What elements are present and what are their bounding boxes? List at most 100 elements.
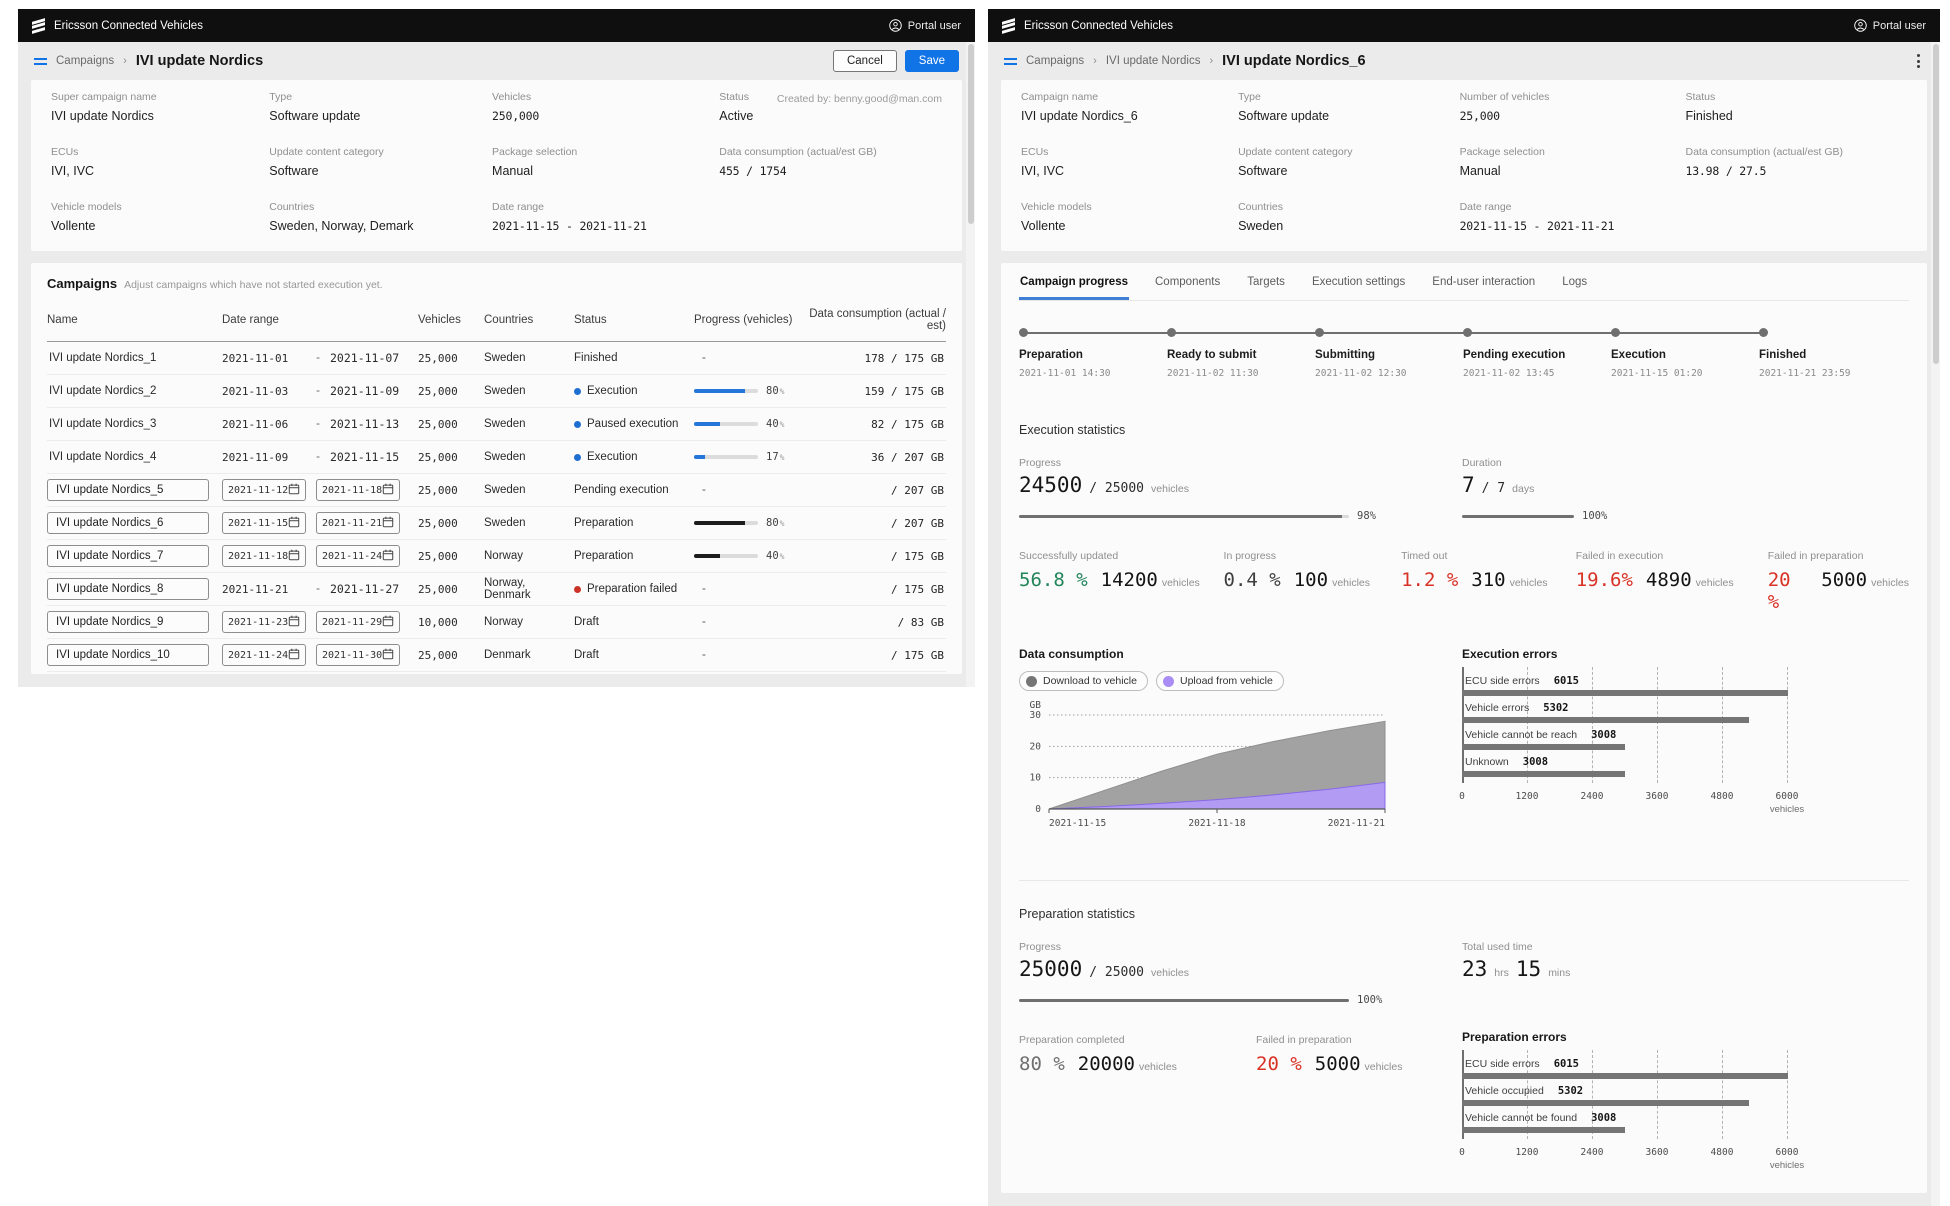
date-start-label: 2021-11-03 <box>222 385 306 398</box>
legend-toggle-upload-from-vehicle[interactable]: Upload from vehicle <box>1156 671 1284 691</box>
stat-tile-unit: vehicles <box>1510 577 1548 589</box>
campaigns-table-title: Campaigns <box>47 276 117 291</box>
date-end-input[interactable] <box>322 617 382 628</box>
error-value-label: 6015 <box>1554 675 1579 687</box>
campaign-name-input[interactable] <box>47 545 209 567</box>
stepper-step-time: 2021-11-02 13:45 <box>1463 368 1555 379</box>
left-scrollbar-thumb[interactable] <box>968 44 974 224</box>
progress-empty: - <box>694 484 706 496</box>
calendar-icon[interactable] <box>382 615 394 627</box>
calendar-icon[interactable] <box>288 549 300 561</box>
breadcrumb-super-campaign-link[interactable]: IVI update Nordics <box>1106 55 1201 67</box>
calendar-icon[interactable] <box>382 648 394 660</box>
breadcrumb-campaigns-link[interactable]: Campaigns <box>1026 55 1084 67</box>
date-start[interactable] <box>222 512 306 534</box>
menu-icon[interactable] <box>34 58 47 65</box>
calendar-icon[interactable] <box>382 516 394 528</box>
summary-field: Data consumption (actual/est GB)455 / 17… <box>719 146 942 178</box>
calendar-icon[interactable] <box>382 549 394 561</box>
calendar-icon[interactable] <box>382 483 394 495</box>
vehicles-cell: 25,000 <box>418 550 484 563</box>
breadcrumb-campaigns-link[interactable]: Campaigns <box>56 55 114 67</box>
date-end-input[interactable] <box>322 485 382 496</box>
countries-cell: Sweden <box>484 517 574 529</box>
date-end-input[interactable] <box>322 551 382 562</box>
status-cell: Pending execution <box>574 484 694 496</box>
ericsson-logo-icon <box>1002 20 1015 32</box>
right-scrollbar[interactable] <box>1931 42 1940 1206</box>
field-label: Data consumption (actual/est GB) <box>719 146 942 158</box>
date-start[interactable] <box>222 545 306 567</box>
status-label: Execution <box>587 385 638 397</box>
date-start[interactable] <box>222 479 306 501</box>
execution-progress-metric: Progress 24500 / 25000 vehicles 98% <box>1019 457 1462 522</box>
date-start-input[interactable] <box>228 485 288 496</box>
tab-logs[interactable]: Logs <box>1561 263 1588 300</box>
vehicles-cell: 25,000 <box>418 451 484 464</box>
calendar-icon[interactable] <box>288 648 300 660</box>
campaign-name-input[interactable] <box>47 512 209 534</box>
tab-components[interactable]: Components <box>1154 263 1221 300</box>
calendar-icon[interactable] <box>288 615 300 627</box>
date-start[interactable] <box>222 611 306 633</box>
field-value: Vollente <box>1021 219 1238 233</box>
progress-cell: - <box>694 484 806 496</box>
calendar-icon[interactable] <box>288 483 300 495</box>
stepper-dot <box>1315 328 1324 337</box>
cancel-button[interactable]: Cancel <box>833 50 897 72</box>
date-end[interactable] <box>316 512 400 534</box>
left-scrollbar[interactable] <box>966 42 975 687</box>
campaign-name-input[interactable] <box>47 479 209 501</box>
date-end[interactable] <box>316 545 400 567</box>
percent-sign: % <box>780 387 785 396</box>
field-value: Manual <box>1460 164 1686 178</box>
progress-percent: 80% <box>766 385 784 397</box>
kebab-menu-icon[interactable] <box>1913 50 1924 72</box>
date-start[interactable] <box>222 644 306 666</box>
date-start-input[interactable] <box>228 617 288 628</box>
progress-bar: 80% <box>694 517 806 529</box>
tab-end-user-interaction[interactable]: End-user interaction <box>1431 263 1536 300</box>
error-bar <box>1462 771 1625 777</box>
portal-user-button[interactable]: Portal user <box>889 19 961 32</box>
right-scrollbar-thumb[interactable] <box>1933 44 1939 364</box>
stat-tile-count: 5000 <box>1315 1053 1361 1075</box>
date-start-input[interactable] <box>228 551 288 562</box>
legend-toggle-download-to-vehicle[interactable]: Download to vehicle <box>1019 671 1148 691</box>
save-button[interactable]: Save <box>905 50 959 72</box>
campaign-name-input[interactable] <box>47 611 209 633</box>
field-label: Vehicle models <box>51 201 269 213</box>
date-end[interactable] <box>316 479 400 501</box>
field-value: Sweden, Norway, Demark <box>269 219 492 233</box>
summary-field: CountriesSweden <box>1238 201 1460 233</box>
campaign-name-input[interactable] <box>47 578 209 600</box>
calendar-icon[interactable] <box>288 516 300 528</box>
vehicles-cell: 25,000 <box>418 418 484 431</box>
date-start-input[interactable] <box>228 518 288 529</box>
tab-targets[interactable]: Targets <box>1246 263 1286 300</box>
execution-errors-chart: Execution errors ECU side errors6015Vehi… <box>1462 647 1827 846</box>
percent-sign: % <box>780 420 785 429</box>
status-cell: Draft <box>574 616 694 628</box>
used-time-minutes-unit: mins <box>1548 967 1570 979</box>
status-cell: Draft <box>574 649 694 661</box>
progress-empty: - <box>694 649 706 661</box>
campaign-name-input[interactable] <box>47 644 209 666</box>
tab-execution-settings[interactable]: Execution settings <box>1311 263 1406 300</box>
svg-text:20: 20 <box>1030 741 1042 752</box>
date-end[interactable] <box>316 644 400 666</box>
execution-duration-metric: Duration 7 / 7 days 100% <box>1462 457 1607 522</box>
date-end-input[interactable] <box>322 650 382 661</box>
stat-tile-successfully-updated: Successfully updated56.8 %14200vehicles <box>1019 550 1224 613</box>
campaign-name-cell <box>47 479 222 501</box>
progress-percent: 17% <box>766 451 784 463</box>
field-value: Vollente <box>51 219 269 233</box>
portal-user-button[interactable]: Portal user <box>1854 19 1926 32</box>
date-start-input[interactable] <box>228 650 288 661</box>
page-title: IVI update Nordics <box>136 53 263 69</box>
menu-icon[interactable] <box>1004 58 1017 65</box>
tab-campaign-progress[interactable]: Campaign progress <box>1019 263 1129 300</box>
date-end[interactable] <box>316 611 400 633</box>
date-end-input[interactable] <box>322 518 382 529</box>
field-label: Status <box>1685 91 1907 103</box>
